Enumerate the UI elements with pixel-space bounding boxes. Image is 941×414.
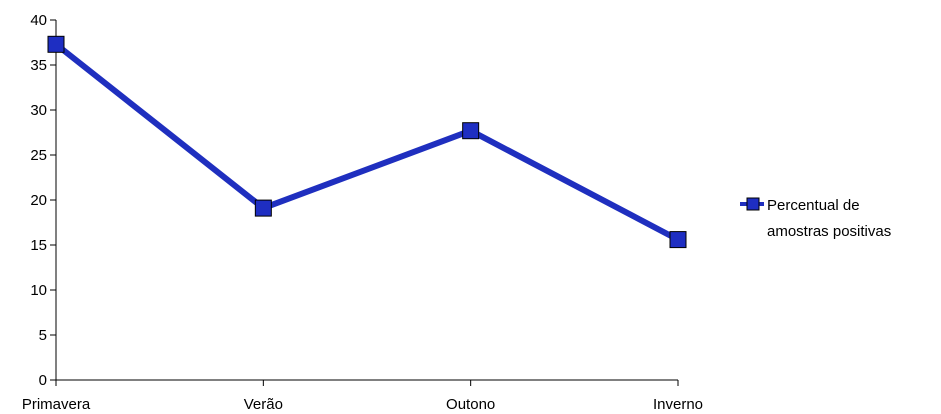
legend: Percentual de amostras positivas [740,197,891,240]
x-tick-label: Inverno [653,396,703,413]
x-axis-ticks: Primavera Verão Outono Inverno [22,380,703,413]
y-tick-label: 40 [30,12,47,29]
data-point-marker [669,231,687,249]
legend-label-line-1: Percentual de [767,197,860,214]
data-point-marker [462,122,480,140]
y-tick-label: 25 [30,147,47,164]
series-line [54,41,680,243]
y-tick-label: 10 [30,282,47,299]
y-axis-ticks: 0 5 10 15 20 25 30 35 40 [30,12,56,389]
y-tick-label: 30 [30,102,47,119]
y-tick-label: 5 [39,327,47,344]
y-tick-label: 0 [39,372,47,389]
x-tick-label: Outono [446,396,495,413]
data-point-marker [254,199,272,217]
y-tick-label: 15 [30,237,47,254]
legend-label-line-2: amostras positivas [767,223,891,240]
data-point-marker [47,35,65,53]
y-tick-label: 20 [30,192,47,209]
series-layer [47,35,687,249]
x-tick-label: Primavera [22,396,91,413]
y-tick-label: 35 [30,57,47,74]
legend-marker [746,197,760,211]
x-tick-label: Verão [244,396,283,413]
